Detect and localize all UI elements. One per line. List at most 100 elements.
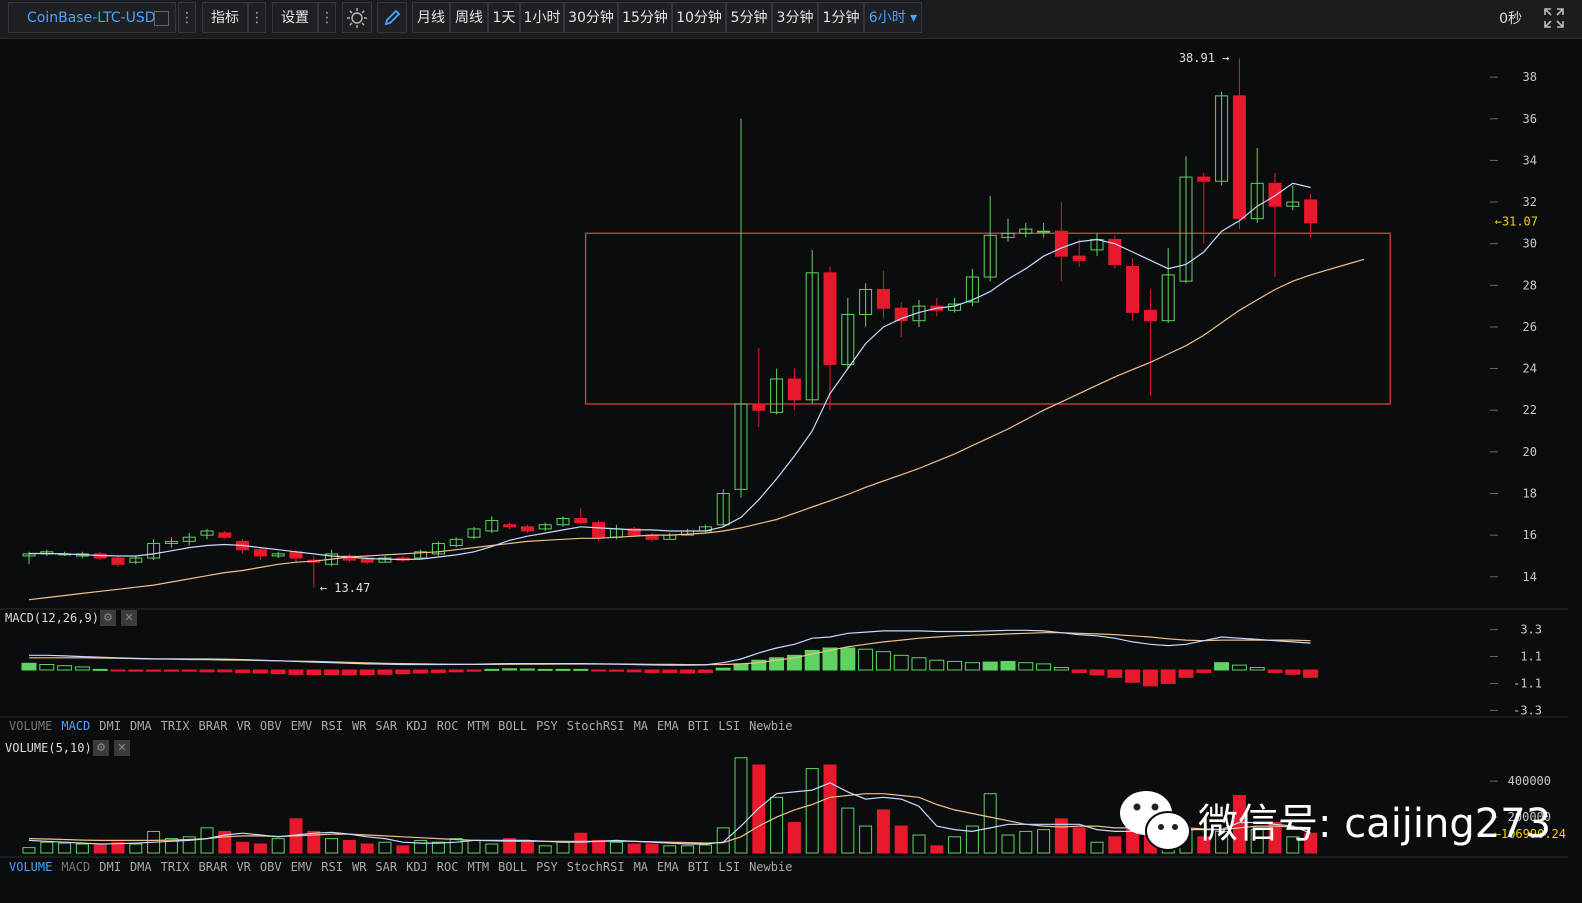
volume-bar (271, 838, 285, 854)
macd-histogram-bar (92, 668, 108, 671)
indicator-tab[interactable]: StochRSI (566, 860, 625, 874)
macd-histogram-bar (288, 669, 304, 675)
indicator-tab[interactable]: MA (633, 860, 649, 874)
indicator-tab[interactable]: PSY (536, 719, 558, 733)
indicator-tab[interactable]: BOLL (498, 860, 528, 874)
indicator-tab[interactable]: DMA (129, 719, 152, 733)
indicator-tab[interactable]: VR (236, 860, 251, 874)
indicator-tab[interactable]: MTM (467, 860, 490, 874)
indicator-tab[interactable]: VOLUME (9, 719, 53, 733)
macd-histogram-bar (697, 669, 713, 673)
volume-bar (1001, 834, 1015, 854)
period-button[interactable]: 10分钟 (672, 2, 726, 33)
period-button[interactable]: 6小时 ▾ (864, 2, 922, 33)
period-button[interactable]: 30分钟 (564, 2, 618, 33)
indicator-tab[interactable]: OBV (259, 719, 282, 733)
indicator-tab[interactable]: LSI (718, 860, 741, 874)
external-link-icon[interactable] (154, 11, 169, 26)
period-button[interactable]: 周线 (450, 2, 488, 33)
indicator-tab[interactable]: PSY (536, 860, 558, 874)
indicator-tab[interactable]: MACD (61, 719, 91, 733)
candle-body (770, 378, 784, 413)
indicators-button[interactable]: 指标 (202, 2, 248, 33)
more-icon[interactable]: ⋮ (178, 2, 196, 33)
volume-bar (325, 838, 339, 854)
indicator-tab[interactable]: VOLUME (9, 860, 53, 874)
macd-indicator-tabs: VOLUME MACD DMI DMA TRIX BRAR VR OBV EMV RSI WR SAR… (0, 719, 1568, 739)
period-button[interactable]: 1小时 (520, 2, 564, 33)
period-button[interactable]: 5分钟 (726, 2, 772, 33)
indicator-tab[interactable]: KDJ (406, 860, 428, 874)
watermark: 微信号: caijing273 (1118, 785, 1558, 860)
indicator-tab[interactable]: BOLL (498, 719, 528, 733)
indicator-tab[interactable]: WR (351, 860, 367, 874)
indicator-tab[interactable]: DMI (99, 860, 121, 874)
gear-icon[interactable]: ⚙ (93, 740, 109, 756)
indicator-tab[interactable]: WR (351, 719, 367, 733)
indicator-tab[interactable]: DMA (129, 860, 152, 874)
fullscreen-icon[interactable] (1542, 6, 1566, 30)
indicator-tab[interactable]: MACD (61, 860, 91, 874)
indicator-tab[interactable]: EMV (290, 719, 313, 733)
volume-bar (538, 845, 552, 854)
more-icon[interactable]: ⋮ (318, 2, 336, 33)
chart-canvas[interactable]: 38 36 34 32 30 28 26 24 22 20 18 16 14 38.91 → ← 13.47… (0, 38, 1582, 903)
macd-histogram-bar (110, 669, 126, 672)
indicator-tab[interactable]: KDJ (406, 719, 428, 733)
indicator-tab[interactable]: EMV (290, 860, 313, 874)
volume-bar (948, 836, 962, 854)
theme-toggle-button[interactable] (342, 2, 372, 33)
macd-histogram-bar (1125, 669, 1141, 683)
close-icon[interactable]: ✕ (114, 740, 130, 756)
indicator-tab[interactable]: RSI (321, 860, 343, 874)
toolbar: CoinBase-LTC-USD ⋮ 指标 ⋮ 设置 ⋮ 月线 周线 1天 1小时 30… (0, 0, 1582, 39)
indicator-tab[interactable]: BTI (687, 860, 710, 874)
candle-body (823, 272, 837, 365)
indicator-tab[interactable]: StochRSI (566, 719, 625, 733)
candle-body (1108, 239, 1122, 266)
draw-tool-button[interactable] (377, 2, 407, 33)
indicator-tab[interactable]: OBV (259, 860, 282, 874)
macd-histogram-bar (377, 669, 393, 675)
symbol-selector[interactable]: CoinBase-LTC-USD (8, 2, 176, 33)
volume-bar (253, 843, 267, 854)
volume-bar (805, 768, 819, 854)
y-tick-label: -1.1 (1513, 676, 1542, 690)
candle-body (129, 557, 143, 563)
period-button[interactable]: 15分钟 (618, 2, 672, 33)
indicator-tab[interactable]: SAR (375, 860, 398, 874)
period-button[interactable]: 月线 (412, 2, 450, 33)
indicator-tab[interactable]: EMA (657, 860, 679, 874)
macd-histogram-bar (1267, 669, 1283, 673)
macd-histogram-bar (644, 669, 660, 673)
candle-body (841, 313, 855, 365)
period-button[interactable]: 3分钟 (772, 2, 818, 33)
indicator-tab[interactable]: EMA (657, 719, 679, 733)
indicator-tab[interactable]: BTI (687, 719, 710, 733)
indicator-tab[interactable]: BRAR (198, 860, 228, 874)
more-icon[interactable]: ⋮ (248, 2, 266, 33)
indicator-tab[interactable]: TRIX (160, 860, 190, 874)
settings-button[interactable]: 设置 (272, 2, 318, 33)
indicator-tab[interactable]: VR (236, 719, 251, 733)
indicator-tab[interactable]: MTM (467, 719, 490, 733)
volume-bar (752, 764, 766, 854)
indicator-tab[interactable]: LSI (718, 719, 741, 733)
indicator-tab[interactable]: ROC (436, 719, 459, 733)
period-button[interactable]: 1分钟 (818, 2, 864, 33)
indicator-tab[interactable]: TRIX (160, 719, 190, 733)
gear-icon[interactable]: ⚙ (100, 610, 116, 626)
indicator-tab[interactable]: DMI (99, 719, 121, 733)
y-tick-label: -3.3 (1513, 703, 1542, 717)
indicator-tab[interactable]: Newbie (749, 719, 793, 733)
indicator-tab[interactable]: RSI (321, 719, 343, 733)
indicator-tab[interactable]: MA (633, 719, 649, 733)
close-icon[interactable]: ✕ (121, 610, 137, 626)
indicator-tab[interactable]: BRAR (198, 719, 228, 733)
y-tick-label: 24 (1523, 362, 1537, 376)
period-button[interactable]: 1天 (488, 2, 520, 33)
indicator-tab[interactable]: SAR (375, 719, 398, 733)
volume-bar (983, 793, 997, 854)
indicator-tab[interactable]: Newbie (749, 860, 793, 874)
indicator-tab[interactable]: ROC (436, 860, 459, 874)
